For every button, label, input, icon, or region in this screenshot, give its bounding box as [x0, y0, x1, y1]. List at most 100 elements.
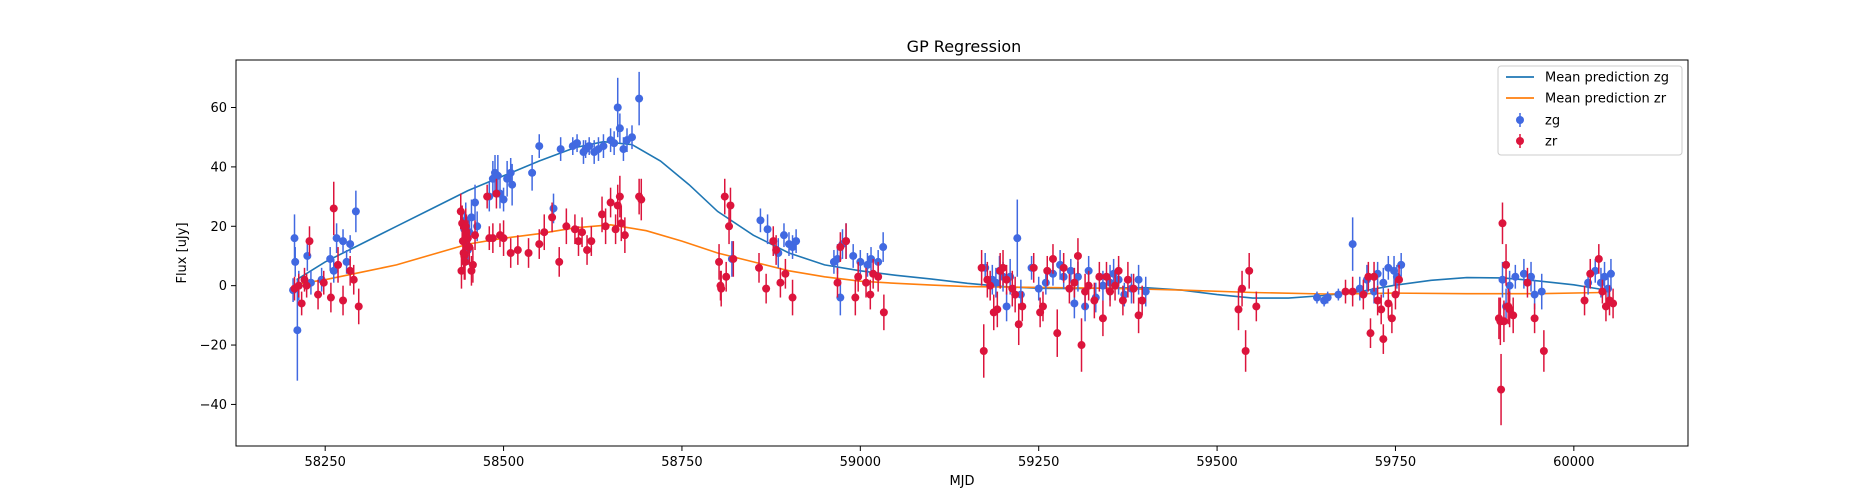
data-point-zg — [1519, 269, 1528, 278]
data-point-zr — [583, 246, 592, 255]
data-point-zg — [1041, 278, 1050, 287]
data-point-zr — [781, 269, 790, 278]
data-point-zr — [1008, 284, 1017, 293]
data-point-zr — [1505, 305, 1514, 314]
legend-box — [1497, 65, 1683, 156]
x-tick-label: 59500 — [1196, 455, 1237, 470]
data-point-zr — [1014, 320, 1023, 329]
data-point-zr — [862, 278, 871, 287]
data-point-zr — [346, 266, 355, 275]
series-line-zr — [296, 223, 1603, 295]
data-point-zr — [1059, 263, 1068, 272]
y-tick-label: 60 — [210, 101, 227, 116]
data-point-zr — [620, 231, 629, 240]
data-point-zg — [1312, 293, 1321, 302]
data-point-zg — [792, 237, 801, 246]
data-point-zg — [1498, 275, 1507, 284]
data-point-zr — [979, 346, 988, 355]
data-point-zr — [461, 257, 470, 266]
data-point-zg — [1066, 266, 1075, 275]
data-point-zr — [717, 284, 726, 293]
data-point-zg — [1606, 269, 1615, 278]
data-point-zr — [314, 290, 323, 299]
data-point-zr — [463, 234, 472, 243]
data-point-zr — [1387, 314, 1396, 323]
data-point-zr — [1359, 290, 1368, 299]
data-point-zr — [1134, 311, 1143, 320]
x-tick-label: 59250 — [1018, 455, 1059, 470]
data-point-zg — [1600, 272, 1609, 281]
y-tick-label: 40 — [210, 160, 227, 175]
data-point-zr — [319, 278, 328, 287]
data-point-zr — [755, 263, 764, 272]
data-point-zr — [1370, 272, 1379, 281]
data-point-zr — [1594, 254, 1603, 263]
data-point-zr — [1018, 302, 1027, 311]
data-point-zg — [499, 195, 508, 204]
data-point-zr — [854, 272, 863, 281]
data-point-zr — [1048, 254, 1057, 263]
y-tick-label: 20 — [210, 220, 227, 235]
data-point-zg — [635, 94, 644, 103]
x-axis-label: MJD — [949, 474, 974, 489]
data-point-zr — [578, 228, 587, 237]
data-point-zr — [562, 222, 571, 231]
data-point-zr — [1123, 275, 1132, 284]
data-point-zg — [351, 207, 360, 216]
data-point-zr — [879, 308, 888, 317]
data-point-zg — [610, 139, 619, 148]
data-point-zg — [1537, 287, 1546, 296]
x-tick-label: 58750 — [661, 455, 702, 470]
data-point-zr — [866, 290, 875, 299]
data-point-zr — [465, 243, 474, 252]
data-point-zg — [467, 213, 476, 222]
x-tick-label: 59750 — [1375, 455, 1416, 470]
y-axis-label: Flux [uJy] — [175, 222, 190, 283]
data-point-zr — [720, 192, 729, 201]
data-point-zg — [339, 237, 348, 246]
data-point-zr — [1598, 287, 1607, 296]
data-point-zr — [769, 237, 778, 246]
data-point-zr — [1377, 305, 1386, 314]
data-point-zg — [1034, 284, 1043, 293]
data-point-zr — [762, 284, 771, 293]
legend-label: Mean prediction zr — [1545, 92, 1667, 107]
y-tick-label: −40 — [200, 398, 227, 413]
data-point-zg — [1355, 284, 1364, 293]
data-point-zg — [619, 145, 628, 154]
data-point-zr — [983, 275, 992, 284]
data-point-zr — [1341, 287, 1350, 296]
data-point-zr — [1539, 346, 1548, 355]
data-point-zr — [1498, 219, 1507, 228]
data-point-zg — [836, 293, 845, 302]
x-tick-label: 60000 — [1553, 455, 1594, 470]
data-point-zg — [1073, 272, 1082, 281]
data-point-zg — [763, 225, 772, 234]
data-point-zg — [833, 254, 842, 263]
data-point-zr — [611, 225, 620, 234]
data-point-zr — [587, 237, 596, 246]
data-point-zg — [573, 139, 582, 148]
data-point-zr — [729, 254, 738, 263]
data-point-zr — [471, 231, 480, 240]
data-point-zr — [354, 302, 363, 311]
data-point-zg — [528, 168, 537, 177]
data-point-zg — [549, 204, 558, 213]
data-point-zg — [1098, 281, 1107, 290]
data-point-zr — [1373, 296, 1382, 305]
data-point-zg — [1527, 272, 1536, 281]
data-point-zr — [329, 204, 338, 213]
data-point-zr — [1114, 266, 1123, 275]
data-point-zr — [1043, 266, 1052, 275]
data-point-zg — [1334, 290, 1343, 299]
data-point-zr — [598, 210, 607, 219]
plot-frame — [235, 59, 1689, 447]
data-point-zr — [725, 222, 734, 231]
data-point-zg — [1390, 266, 1399, 275]
data-point-zr — [1395, 275, 1404, 284]
legend-label: zr — [1545, 135, 1558, 150]
data-point-zg — [508, 180, 517, 189]
data-point-zr — [1095, 272, 1104, 281]
data-point-zr — [1609, 299, 1618, 308]
